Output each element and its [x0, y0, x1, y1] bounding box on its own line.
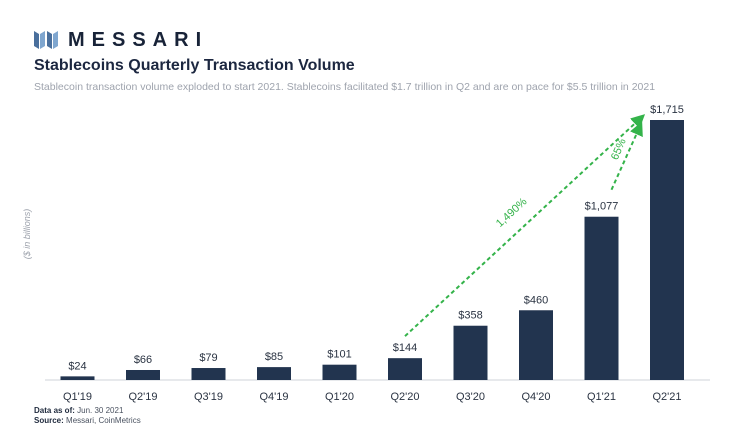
bar-q4-19 [257, 367, 291, 380]
messari-logo-icon [34, 31, 58, 49]
value-label-q2-19: $66 [134, 354, 152, 366]
source-label: Source: [34, 416, 64, 425]
bar-q2-19 [126, 369, 160, 380]
growth-label-65: 65% [609, 137, 629, 162]
value-label-q1-21: $1,077 [585, 201, 619, 213]
bar-q2-21 [650, 120, 684, 380]
bar-q1-21 [584, 216, 619, 380]
y-axis-label: ($ in billions) [22, 209, 32, 260]
bar-q1-19 [60, 376, 95, 380]
growth-arrow-65 [610, 121, 643, 191]
value-label-q2-20: $144 [393, 342, 417, 354]
bar-q3-20 [453, 325, 488, 380]
bar-q4-20 [519, 310, 553, 380]
data-as-of-line: Data as of: Jun. 30 2021 [34, 406, 141, 416]
x-tick-q1-19: Q1'19 [63, 391, 92, 403]
x-tick-q3-19: Q3'19 [194, 391, 223, 403]
x-tick-q2-20: Q2'20 [390, 391, 419, 403]
value-label-q2-21: $1,715 [650, 104, 684, 116]
source-value: Messari, CoinMetrics [66, 416, 141, 425]
x-tick-labels-group: Q1'19 Q2'19 Q3'19 Q4'19 Q1'20 Q2'20 Q3'20 Q4'20… [63, 391, 682, 403]
value-label-q4-20: $460 [524, 294, 548, 306]
source-line: Source: Messari, CoinMetrics [34, 416, 141, 426]
growth-arrow-1490 [404, 114, 646, 337]
chart-title: Stablecoins Quarterly Transaction Volume [34, 57, 355, 74]
x-tick-q2-19: Q2'19 [128, 391, 157, 403]
value-label-q3-20: $358 [458, 310, 482, 322]
value-label-q1-19: $24 [68, 360, 86, 372]
x-tick-q1-21: Q1'21 [587, 391, 616, 403]
data-as-of-label: Data as of: [34, 406, 75, 415]
data-as-of-value: Jun. 30 2021 [77, 406, 124, 415]
bar-q2-20 [388, 358, 422, 380]
value-label-q3-19: $79 [199, 352, 217, 364]
value-labels-group: $24 $66 $79 $85 $101 $144 $358 $460 $1,077 $1,715 [68, 104, 684, 372]
x-tick-q4-20: Q4'20 [521, 391, 550, 403]
bar-q3-19 [191, 368, 226, 380]
value-label-q1-20: $101 [327, 349, 351, 361]
x-tick-q3-20: Q3'20 [456, 391, 485, 403]
bars-group [60, 120, 684, 380]
chart-footer: Data as of: Jun. 30 2021 Source: Messari… [34, 406, 141, 426]
x-tick-q2-21: Q2'21 [652, 391, 681, 403]
x-tick-q1-20: Q1'20 [325, 391, 354, 403]
bar-q1-20 [322, 364, 357, 380]
x-tick-q4-19: Q4'19 [259, 391, 288, 403]
brand-name: MESSARI [68, 29, 209, 51]
value-label-q4-19: $85 [265, 351, 283, 363]
chart-subtitle: Stablecoin transaction volume exploded t… [34, 81, 656, 93]
brand-header: MESSARI [34, 30, 208, 50]
